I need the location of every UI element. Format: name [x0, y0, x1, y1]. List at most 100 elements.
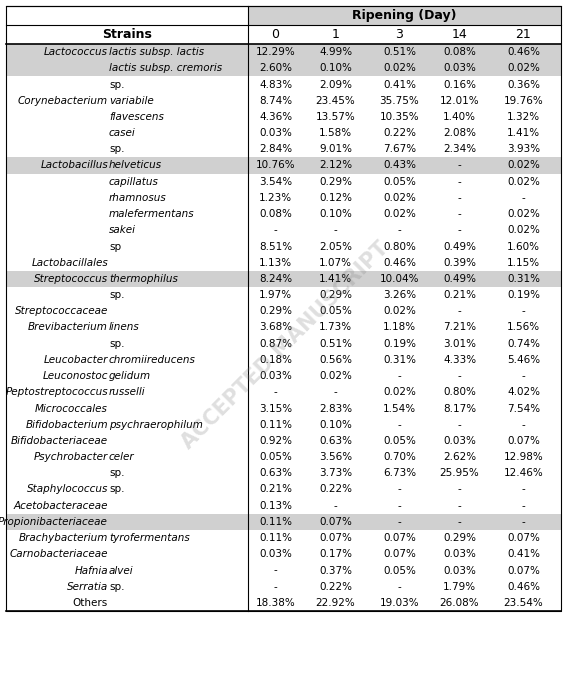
- Text: 1.58%: 1.58%: [319, 128, 352, 138]
- Text: 0.29%: 0.29%: [259, 306, 292, 316]
- Text: 8.17%: 8.17%: [443, 404, 476, 413]
- Text: Streptococcaceae: Streptococcaceae: [15, 306, 108, 316]
- Text: 23.45%: 23.45%: [316, 96, 356, 106]
- Text: 1.32%: 1.32%: [507, 112, 540, 122]
- Text: gelidum: gelidum: [109, 371, 151, 381]
- Text: 1.40%: 1.40%: [443, 112, 476, 122]
- Text: thermophilus: thermophilus: [109, 274, 178, 284]
- Text: 0.10%: 0.10%: [319, 209, 352, 219]
- Text: 0.41%: 0.41%: [383, 79, 416, 90]
- Text: 1.13%: 1.13%: [259, 257, 292, 268]
- Text: 1.23%: 1.23%: [259, 193, 292, 203]
- Text: 4.02%: 4.02%: [507, 387, 540, 397]
- Text: Brevibacterium: Brevibacterium: [28, 322, 108, 333]
- Text: 0: 0: [272, 28, 280, 41]
- Text: 0.22%: 0.22%: [319, 484, 352, 495]
- Text: -: -: [458, 226, 462, 235]
- Text: 1.79%: 1.79%: [443, 582, 476, 592]
- Text: 0.07%: 0.07%: [319, 517, 352, 527]
- Text: 3.73%: 3.73%: [319, 469, 352, 478]
- Text: 0.02%: 0.02%: [507, 161, 540, 170]
- Text: Corynebacterium: Corynebacterium: [18, 96, 108, 106]
- Text: 0.92%: 0.92%: [259, 436, 292, 446]
- Text: 1.18%: 1.18%: [383, 322, 416, 333]
- Text: 0.10%: 0.10%: [319, 63, 352, 73]
- Text: 0.31%: 0.31%: [383, 355, 416, 365]
- Text: tyrofermentans: tyrofermentans: [109, 533, 190, 543]
- Text: Lactococcus: Lactococcus: [44, 47, 108, 57]
- Bar: [6, 157, 561, 174]
- Text: Psychrobacter: Psychrobacter: [34, 452, 108, 462]
- Text: russelli: russelli: [109, 387, 146, 397]
- Text: 2.60%: 2.60%: [259, 63, 292, 73]
- Text: 0.18%: 0.18%: [259, 355, 292, 365]
- Text: 14: 14: [452, 28, 467, 41]
- Text: 1.07%: 1.07%: [319, 257, 352, 268]
- Text: 3.26%: 3.26%: [383, 290, 416, 300]
- Text: 10.76%: 10.76%: [256, 161, 295, 170]
- Text: 0.11%: 0.11%: [259, 517, 292, 527]
- Bar: [6, 6, 561, 611]
- Text: -: -: [397, 501, 401, 511]
- Text: 12.46%: 12.46%: [503, 469, 543, 478]
- Text: 0.22%: 0.22%: [319, 582, 352, 592]
- Text: Carnobacteriaceae: Carnobacteriaceae: [10, 549, 108, 560]
- Bar: [6, 44, 561, 60]
- Text: linens: linens: [109, 322, 139, 333]
- Text: 7.54%: 7.54%: [507, 404, 540, 413]
- Text: 0.02%: 0.02%: [383, 306, 416, 316]
- Text: 19.03%: 19.03%: [380, 598, 420, 608]
- Text: 0.56%: 0.56%: [319, 355, 352, 365]
- Text: 0.03%: 0.03%: [259, 549, 292, 560]
- Text: Strains: Strains: [102, 28, 152, 41]
- Text: 0.07%: 0.07%: [383, 549, 416, 560]
- Text: -: -: [458, 501, 462, 511]
- Text: 6.73%: 6.73%: [383, 469, 416, 478]
- Text: 2.62%: 2.62%: [443, 452, 476, 462]
- Text: 0.22%: 0.22%: [383, 128, 416, 138]
- Text: 0.02%: 0.02%: [383, 387, 416, 397]
- Text: 0.80%: 0.80%: [443, 387, 476, 397]
- Text: 0.19%: 0.19%: [383, 339, 416, 348]
- Text: Acetobacteraceae: Acetobacteraceae: [14, 501, 108, 511]
- Text: 35.75%: 35.75%: [380, 96, 420, 106]
- Text: 8.74%: 8.74%: [259, 96, 292, 106]
- Text: Streptococcus: Streptococcus: [34, 274, 108, 284]
- Text: chromiireducens: chromiireducens: [109, 355, 196, 365]
- Text: malefermentans: malefermentans: [109, 209, 194, 219]
- Bar: [6, 270, 561, 287]
- Text: 19.76%: 19.76%: [503, 96, 543, 106]
- Text: -: -: [274, 226, 277, 235]
- Text: 0.29%: 0.29%: [319, 177, 352, 187]
- Text: sp.: sp.: [109, 469, 125, 478]
- Text: Bifidobacterium: Bifidobacterium: [26, 420, 108, 430]
- Text: 0.41%: 0.41%: [507, 549, 540, 560]
- Text: 12.98%: 12.98%: [503, 452, 543, 462]
- Text: 0.05%: 0.05%: [383, 566, 416, 575]
- Text: alvei: alvei: [109, 566, 134, 575]
- Text: -: -: [522, 501, 526, 511]
- Text: 0.37%: 0.37%: [319, 566, 352, 575]
- Text: 8.24%: 8.24%: [259, 274, 292, 284]
- Text: 4.83%: 4.83%: [259, 79, 292, 90]
- Text: 0.02%: 0.02%: [319, 371, 352, 381]
- Text: -: -: [522, 484, 526, 495]
- Text: 3.01%: 3.01%: [443, 339, 476, 348]
- Text: 0.46%: 0.46%: [507, 47, 540, 57]
- Text: 5.46%: 5.46%: [507, 355, 540, 365]
- Text: 0.74%: 0.74%: [507, 339, 540, 348]
- Text: 0.63%: 0.63%: [259, 469, 292, 478]
- Text: 2.83%: 2.83%: [319, 404, 352, 413]
- Text: sp: sp: [109, 241, 121, 251]
- Text: 0.03%: 0.03%: [443, 549, 476, 560]
- Text: 3.15%: 3.15%: [259, 404, 292, 413]
- Text: 0.36%: 0.36%: [507, 79, 540, 90]
- Text: 13.57%: 13.57%: [316, 112, 356, 122]
- Text: -: -: [333, 387, 337, 397]
- Text: 0.03%: 0.03%: [443, 63, 476, 73]
- Text: -: -: [274, 387, 277, 397]
- Text: 0.49%: 0.49%: [443, 241, 476, 251]
- Text: Others: Others: [73, 598, 108, 608]
- Text: 0.29%: 0.29%: [443, 533, 476, 543]
- Text: 0.10%: 0.10%: [319, 420, 352, 430]
